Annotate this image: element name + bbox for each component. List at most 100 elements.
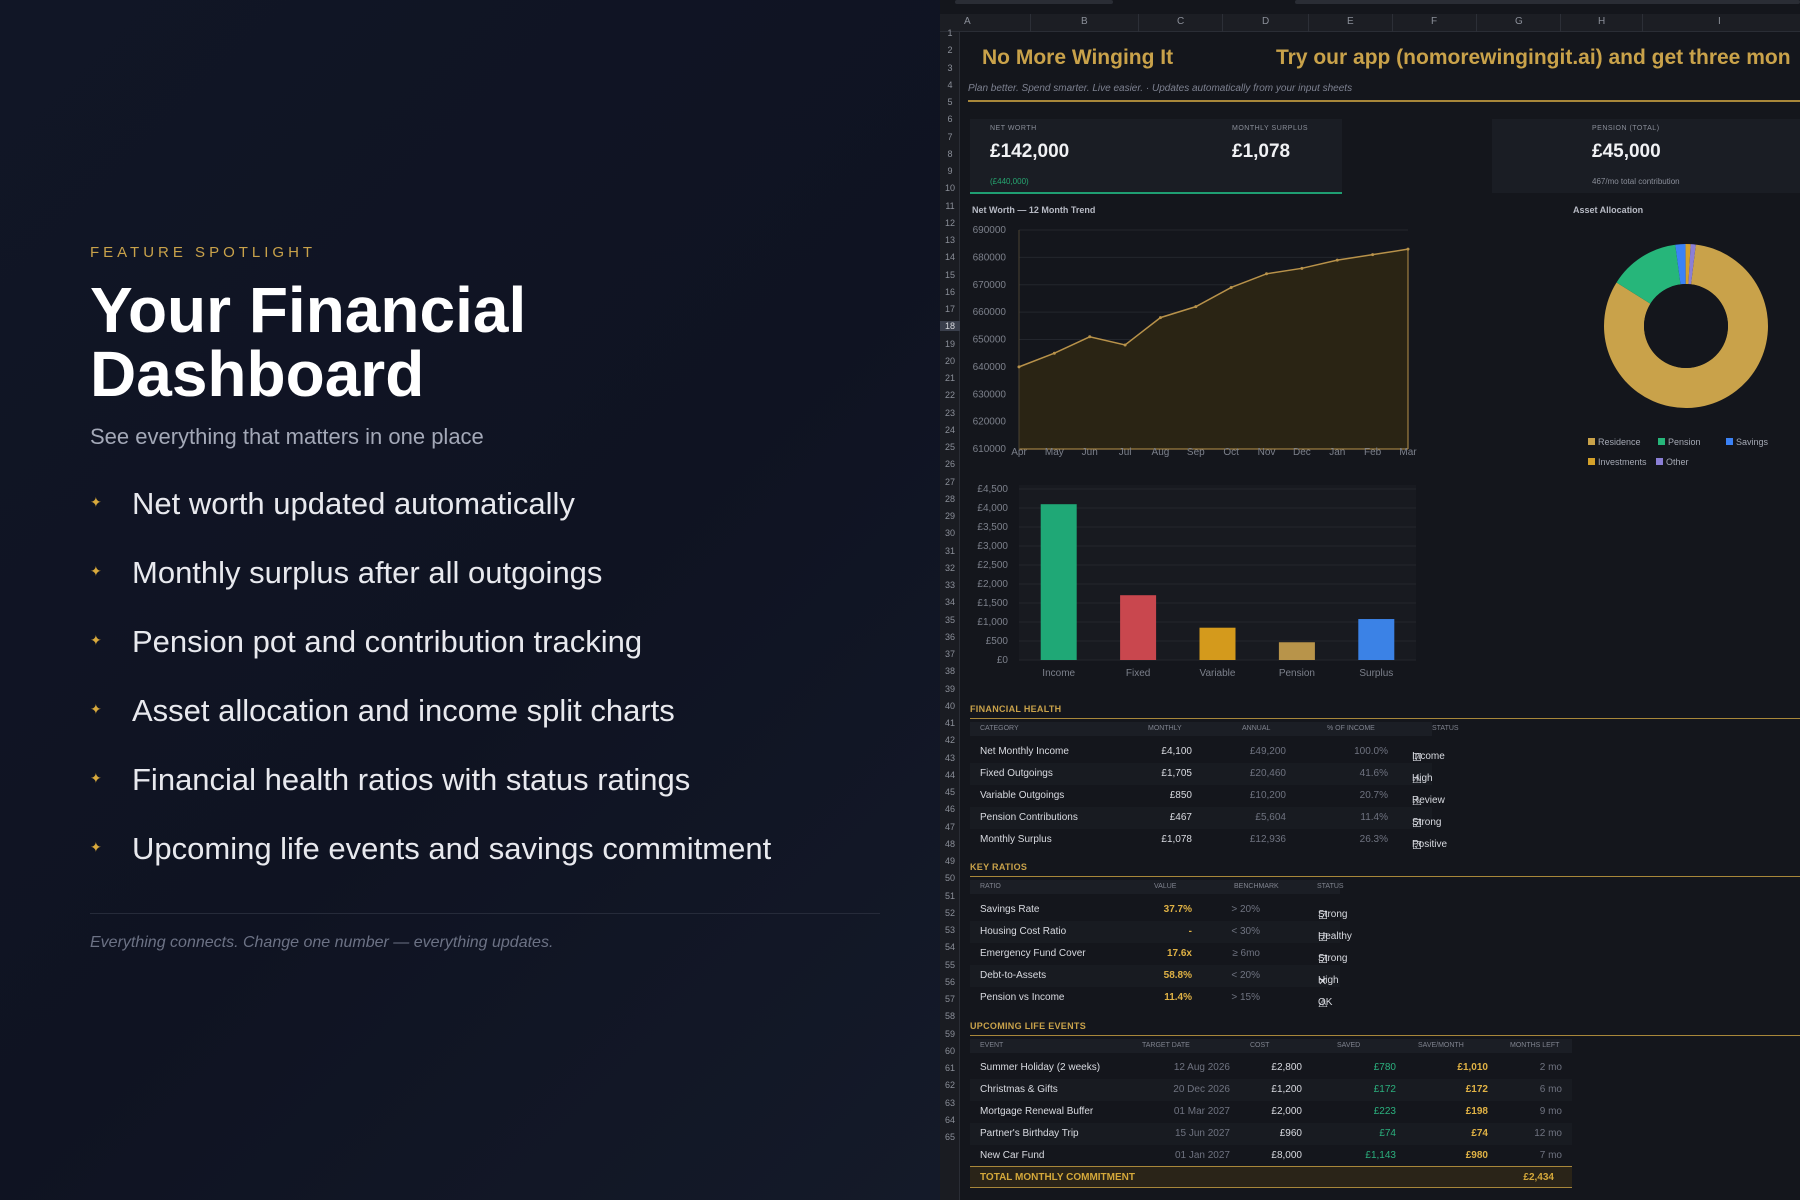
- table-row[interactable]: Housing Cost Ratio - < 30% ☑ Healthy: [970, 921, 1352, 944]
- row-header-cell[interactable]: 10: [944, 183, 955, 194]
- slice-savings[interactable]: [1675, 244, 1686, 285]
- row-header-cell[interactable]: 1: [947, 28, 953, 38]
- data-point[interactable]: [1300, 266, 1304, 270]
- table-row[interactable]: Pension Contributions £467 £5,604 11.4% ☑ Str…: [970, 807, 1441, 830]
- row-header-cell[interactable]: 50: [944, 873, 955, 884]
- net-worth-line[interactable]: [1018, 248, 1409, 368]
- row-header-cell[interactable]: 8: [947, 148, 953, 159]
- row-header-cell[interactable]: 62: [944, 1080, 955, 1091]
- row-header-cell[interactable]: 6: [947, 114, 953, 125]
- column-header-cell[interactable]: D: [1262, 16, 1270, 27]
- row-header-cell[interactable]: 19: [944, 338, 955, 349]
- table-row[interactable]: Mortgage Renewal Buffer 01 Mar 2027 £2,000…: [970, 1101, 1572, 1123]
- row-header-cell[interactable]: 54: [944, 942, 955, 953]
- net-worth-trend-chart[interactable]: 690000 680000 670000 660000 650000 640000 6300…: [968, 218, 1438, 458]
- bar-variable[interactable]: [1199, 627, 1236, 660]
- column-header-cell[interactable]: A: [964, 16, 971, 27]
- row-header-cell[interactable]: 12: [944, 217, 955, 228]
- table-row[interactable]: Partner's Birthday Trip 15 Jun 2027 £960 £7…: [970, 1123, 1572, 1145]
- row-header-cell[interactable]: 27: [944, 476, 955, 487]
- row-header-cell[interactable]: 39: [944, 683, 955, 694]
- slice-residence[interactable]: [1604, 244, 1768, 408]
- row-header-cell[interactable]: 11: [945, 200, 955, 211]
- row-header-bar[interactable]: 1 2 3 4 5 6 7 8 9 10 11 12 13 14 15 16 17 18 19 20 21 22 23 24 2…: [940, 28, 960, 1200]
- column-header-bar[interactable]: A B C D E F G H I: [940, 14, 1800, 32]
- row-header-cell[interactable]: 40: [944, 700, 955, 711]
- row-header-cell[interactable]: 60: [944, 1045, 955, 1056]
- row-header-cell[interactable]: 29: [944, 511, 955, 521]
- row-header-cell[interactable]: 14: [944, 252, 955, 263]
- data-point[interactable]: [1158, 316, 1162, 320]
- row-header-cell[interactable]: 41: [944, 718, 955, 728]
- column-header-cell[interactable]: G: [1515, 16, 1523, 27]
- row-header-cell[interactable]: 48: [944, 838, 955, 849]
- row-header-cell[interactable]: 3: [947, 62, 953, 73]
- row-header-cell[interactable]: 52: [944, 907, 955, 918]
- table-row[interactable]: Emergency Fund Cover 17.6x ≥ 6mo ☑ Strong: [970, 943, 1347, 966]
- row-header-cell[interactable]: 36: [944, 631, 955, 642]
- row-header-cell[interactable]: 13: [944, 235, 955, 245]
- slice-investments[interactable]: [1685, 244, 1691, 285]
- row-header-cell[interactable]: 16: [944, 286, 955, 297]
- row-header-cell[interactable]: 46: [944, 804, 955, 815]
- row-header-cell[interactable]: 64: [944, 1114, 955, 1125]
- data-point[interactable]: [1335, 258, 1339, 262]
- row-header-cell[interactable]: 47: [944, 821, 955, 832]
- row-header-cell[interactable]: 61: [944, 1063, 955, 1073]
- row-header-cell[interactable]: 25: [944, 442, 955, 452]
- slice-pension[interactable]: [1616, 244, 1681, 304]
- row-header-cell[interactable]: 17: [944, 304, 955, 314]
- table-row[interactable]: Savings Rate 37.7% > 20% ☑ Strong: [970, 899, 1347, 922]
- bar-surplus[interactable]: [1358, 619, 1395, 660]
- data-point[interactable]: [1194, 305, 1198, 309]
- toolbar-tab[interactable]: [955, 0, 1113, 4]
- data-point[interactable]: [1123, 343, 1127, 347]
- row-header-cell[interactable]: 35: [944, 614, 955, 625]
- row-header-cell[interactable]: 22: [944, 390, 955, 401]
- column-header-cell[interactable]: I: [1718, 16, 1721, 27]
- row-header-cell[interactable]: 33: [944, 580, 955, 590]
- row-header-cell[interactable]: 38: [944, 666, 955, 677]
- row-header-cell[interactable]: 42: [944, 735, 955, 746]
- slice-other[interactable]: [1688, 244, 1696, 285]
- column-header-cell[interactable]: F: [1431, 16, 1438, 27]
- row-header-cell[interactable]: 59: [944, 1028, 955, 1039]
- data-point[interactable]: [1406, 247, 1410, 251]
- column-header-cell[interactable]: C: [1177, 16, 1185, 27]
- table-row[interactable]: Summer Holiday (2 weeks) 12 Aug 2026 £2,80…: [970, 1057, 1572, 1079]
- bar-income[interactable]: [1040, 504, 1077, 660]
- column-header-cell[interactable]: H: [1598, 16, 1606, 27]
- row-header-cell[interactable]: 4: [947, 79, 953, 90]
- table-row[interactable]: Fixed Outgoings £1,705 £20,460 41.6% ⚠ High: [970, 763, 1433, 786]
- kpi-blank-cell[interactable]: [1492, 119, 1572, 193]
- kpi-net-worth[interactable]: NET WORTH £142,000 (£440,000): [970, 119, 1212, 193]
- row-header-cell[interactable]: 20: [944, 355, 955, 366]
- asset-allocation-donut-chart[interactable]: [1596, 236, 1776, 416]
- data-point[interactable]: [1088, 335, 1092, 339]
- row-header-cell[interactable]: 28: [944, 493, 955, 504]
- kpi-monthly-surplus[interactable]: MONTHLY SURPLUS £1,078: [1212, 119, 1342, 193]
- data-point[interactable]: [1229, 285, 1233, 289]
- row-header-cell[interactable]: 23: [944, 407, 955, 418]
- row-header-cell[interactable]: 2: [947, 45, 953, 56]
- row-header-cell[interactable]: 24: [944, 424, 955, 435]
- row-header-cell[interactable]: 57: [944, 994, 955, 1004]
- income-split-bar-chart[interactable]: £4,500 £4,000 £3,500 £3,000 £2,500 £2,000 £1,5…: [968, 482, 1438, 682]
- row-header-cell[interactable]: 21: [944, 373, 955, 383]
- table-row[interactable]: Net Monthly Income £4,100 £49,200 100.0% ☑ In…: [970, 741, 1445, 764]
- bar-fixed[interactable]: [1120, 595, 1157, 660]
- data-point[interactable]: [1371, 253, 1375, 257]
- table-row[interactable]: New Car Fund 01 Jan 2027 £8,000 £1,143 £980 7…: [970, 1145, 1572, 1167]
- column-header-cell[interactable]: B: [1081, 16, 1088, 27]
- data-point[interactable]: [1017, 365, 1021, 369]
- row-header-cell[interactable]: 44: [944, 769, 955, 780]
- table-row[interactable]: Pension vs Income 11.4% > 15% ⚠ OK: [970, 987, 1340, 1010]
- row-header-cell[interactable]: 63: [944, 1097, 955, 1108]
- table-row[interactable]: Variable Outgoings £850 £10,200 20.7% ⚠ Revie…: [970, 785, 1445, 808]
- row-header-cell[interactable]: 30: [944, 528, 955, 539]
- row-header-cell[interactable]: 31: [944, 545, 955, 556]
- table-row[interactable]: Monthly Surplus £1,078 £12,936 26.3% ☑ Positi…: [970, 829, 1447, 852]
- row-header-cell[interactable]: 7: [947, 131, 953, 142]
- table-row[interactable]: Christmas & Gifts 20 Dec 2026 £1,200 £172 £1…: [970, 1079, 1572, 1101]
